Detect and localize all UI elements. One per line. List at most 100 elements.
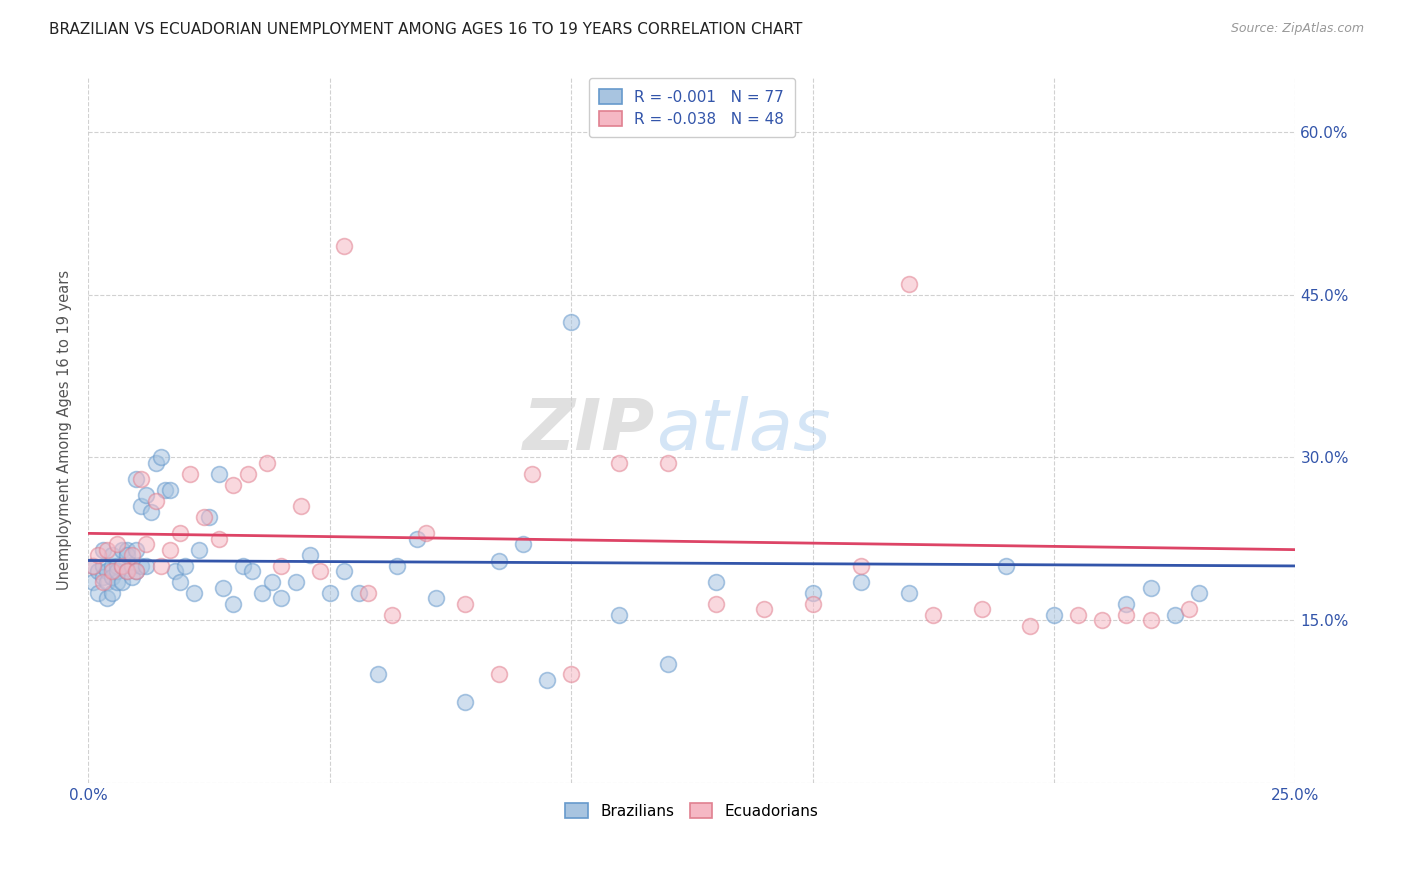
Point (609, 456, 631, 470)
Point (333, 238, 356, 252)
Point (1164, 607, 1187, 622)
Point (91, 575, 114, 590)
Legend: Brazilians, Ecuadorians: Brazilians, Ecuadorians (560, 797, 825, 825)
Point (240, 565, 263, 579)
Point (1115, 607, 1137, 622)
Point (1178, 602, 1201, 616)
Point (425, 591, 447, 606)
Point (405, 532, 427, 546)
Point (560, 667, 582, 681)
Point (96, 565, 118, 579)
Point (754, 602, 776, 616)
Point (115, 548, 138, 562)
Point (193, 510, 215, 524)
Point (1139, 581, 1161, 595)
Point (82, 575, 104, 590)
Point (994, 558, 1017, 573)
Point (488, 667, 510, 681)
Point (139, 505, 162, 519)
Point (1139, 613, 1161, 627)
Point (188, 542, 211, 557)
Point (1091, 613, 1114, 627)
Point (125, 472, 148, 486)
Point (357, 586, 380, 600)
Point (415, 526, 437, 541)
Text: BRAZILIAN VS ECUADORIAN UNEMPLOYMENT AMONG AGES 16 TO 19 YEARS CORRELATION CHART: BRAZILIAN VS ECUADORIAN UNEMPLOYMENT AMO… (49, 22, 803, 37)
Point (801, 586, 824, 600)
Point (135, 558, 157, 573)
Point (149, 558, 172, 573)
Point (149, 450, 172, 465)
Point (129, 472, 152, 486)
Point (250, 586, 273, 600)
Point (165, 565, 187, 579)
Point (129, 500, 152, 514)
Point (121, 548, 143, 562)
Point (101, 565, 124, 579)
Point (198, 510, 221, 524)
Point (111, 575, 134, 590)
Point (704, 575, 727, 590)
Point (454, 597, 477, 611)
Point (236, 467, 259, 481)
Point (183, 586, 205, 600)
Point (222, 477, 245, 491)
Point (115, 565, 138, 579)
Point (849, 575, 872, 590)
Point (849, 558, 872, 573)
Point (111, 542, 134, 557)
Y-axis label: Unemployment Among Ages 16 to 19 years: Unemployment Among Ages 16 to 19 years (58, 270, 72, 591)
Point (367, 667, 389, 681)
Point (560, 315, 582, 329)
Point (898, 277, 921, 291)
Point (101, 558, 124, 573)
Point (1115, 597, 1137, 611)
Point (609, 607, 631, 622)
Point (91, 542, 114, 557)
Point (207, 532, 229, 546)
Point (115, 542, 138, 557)
Point (82, 558, 104, 573)
Point (512, 537, 534, 551)
Point (381, 607, 404, 622)
Point (96, 542, 118, 557)
Point (115, 565, 138, 579)
Point (270, 558, 292, 573)
Point (169, 575, 191, 590)
Point (91, 570, 114, 584)
Point (159, 483, 181, 497)
Point (284, 575, 307, 590)
Text: atlas: atlas (655, 396, 830, 465)
Point (155, 483, 177, 497)
Point (101, 548, 124, 562)
Point (96, 575, 118, 590)
Point (970, 602, 993, 616)
Point (454, 695, 477, 709)
Point (1067, 607, 1090, 622)
Point (135, 488, 157, 502)
Point (129, 558, 152, 573)
Point (159, 542, 181, 557)
Point (270, 591, 292, 606)
Point (898, 586, 921, 600)
Point (105, 565, 128, 579)
Point (87, 548, 110, 562)
Point (333, 565, 356, 579)
Point (232, 558, 254, 573)
Point (299, 548, 322, 562)
Point (222, 597, 245, 611)
Point (121, 558, 143, 573)
Point (179, 467, 201, 481)
Point (145, 456, 167, 470)
Point (318, 586, 340, 600)
Point (801, 597, 824, 611)
Point (704, 597, 727, 611)
Point (536, 673, 558, 687)
Point (169, 526, 191, 541)
Point (212, 581, 235, 595)
Point (105, 537, 128, 551)
Point (105, 575, 128, 590)
Point (1188, 586, 1211, 600)
Text: Source: ZipAtlas.com: Source: ZipAtlas.com (1230, 22, 1364, 36)
Point (87, 565, 110, 579)
